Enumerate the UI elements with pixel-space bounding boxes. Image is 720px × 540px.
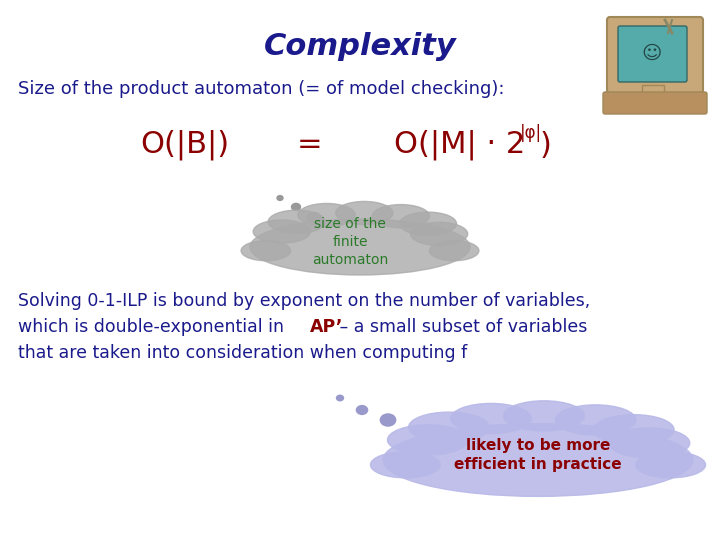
Ellipse shape <box>268 210 325 233</box>
Ellipse shape <box>372 205 430 228</box>
Text: Solving 0-1-ILP is bound by exponent on the number of variables,: Solving 0-1-ILP is bound by exponent on … <box>18 292 590 310</box>
Ellipse shape <box>504 401 584 431</box>
Ellipse shape <box>371 452 440 478</box>
Ellipse shape <box>383 423 693 496</box>
Ellipse shape <box>356 406 368 414</box>
Text: likely to be more
efficient in practice: likely to be more efficient in practice <box>454 437 622 472</box>
Text: which is double-exponential in: which is double-exponential in <box>18 318 289 336</box>
Text: O(|B|): O(|B|) <box>140 130 230 160</box>
Ellipse shape <box>410 222 468 246</box>
Ellipse shape <box>408 412 489 442</box>
Text: Complexity: Complexity <box>264 32 456 61</box>
Text: AP’: AP’ <box>310 318 343 336</box>
FancyBboxPatch shape <box>642 85 664 97</box>
Ellipse shape <box>253 220 310 243</box>
Text: that are taken into consideration when computing f: that are taken into consideration when c… <box>18 344 467 362</box>
Text: |φ|: |φ| <box>520 124 542 142</box>
Text: ): ) <box>540 131 552 159</box>
FancyBboxPatch shape <box>607 17 703 93</box>
Ellipse shape <box>593 415 674 445</box>
Ellipse shape <box>241 241 291 261</box>
Ellipse shape <box>336 201 393 225</box>
Ellipse shape <box>636 452 706 478</box>
Text: O(|M| · 2: O(|M| · 2 <box>395 130 526 160</box>
Ellipse shape <box>307 213 320 224</box>
FancyBboxPatch shape <box>618 26 687 82</box>
Ellipse shape <box>387 425 468 455</box>
Ellipse shape <box>429 241 479 261</box>
Ellipse shape <box>292 204 300 211</box>
Text: – a small subset of variables: – a small subset of variables <box>334 318 588 336</box>
Ellipse shape <box>250 219 470 275</box>
Ellipse shape <box>451 403 531 434</box>
Text: size of the
finite
automaton: size of the finite automaton <box>312 217 388 267</box>
Ellipse shape <box>555 405 636 435</box>
FancyBboxPatch shape <box>603 92 707 114</box>
Ellipse shape <box>298 204 355 227</box>
Text: Size of the product automaton (= of model checking):: Size of the product automaton (= of mode… <box>18 80 505 98</box>
Ellipse shape <box>400 212 456 235</box>
Text: =: = <box>297 131 323 159</box>
Ellipse shape <box>609 428 690 458</box>
Ellipse shape <box>277 195 283 200</box>
Ellipse shape <box>336 395 343 401</box>
Text: ☺: ☺ <box>642 44 662 63</box>
Ellipse shape <box>380 414 396 426</box>
